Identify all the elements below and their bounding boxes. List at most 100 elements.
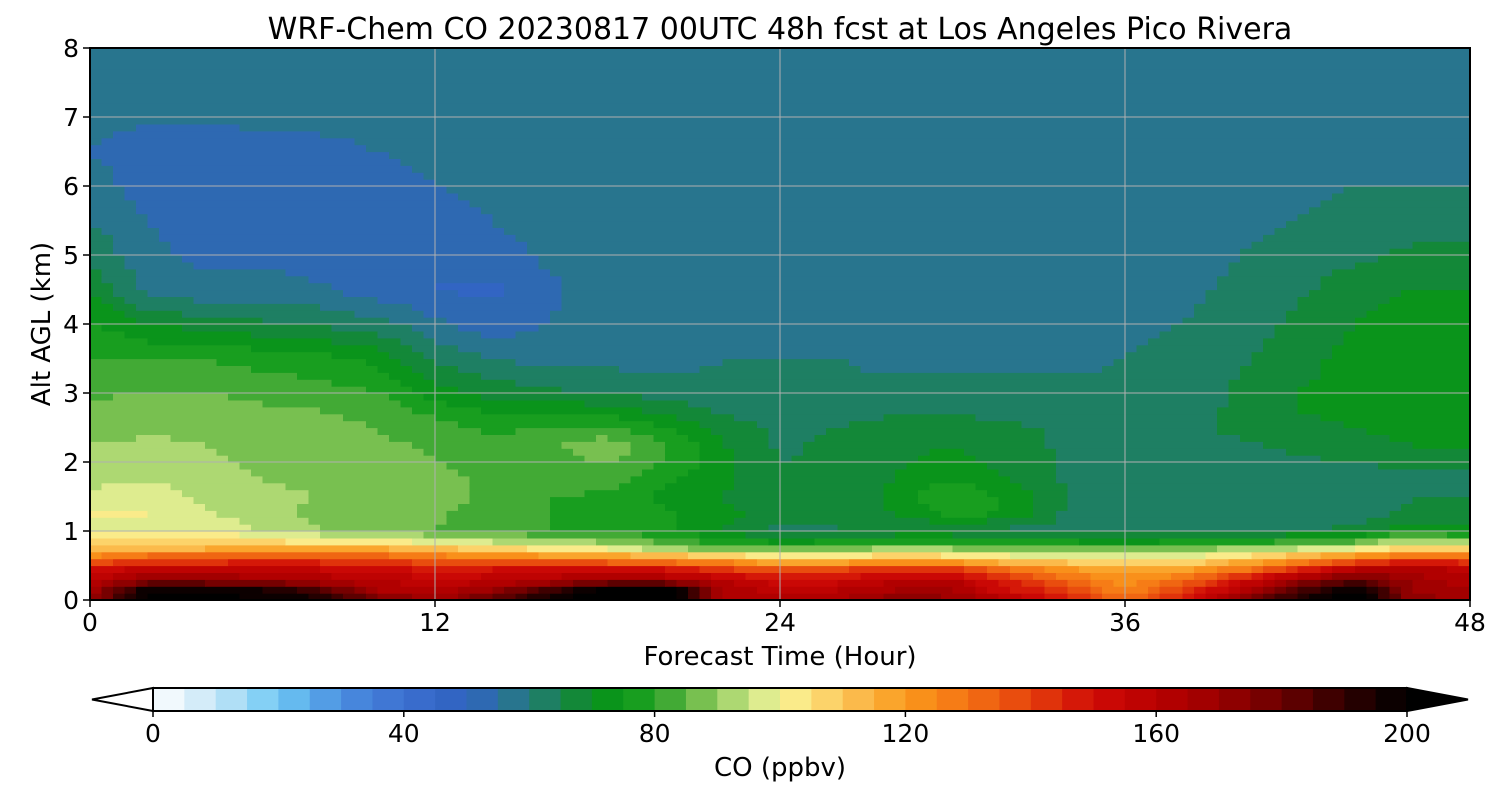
heatmap-cell	[331, 351, 390, 360]
heatmap-cell	[1320, 365, 1471, 373]
heatmap-cell	[918, 489, 988, 498]
heatmap-cell	[653, 462, 701, 470]
heatmap-cell	[1010, 551, 1207, 560]
heatmap-cell	[193, 496, 310, 504]
heatmap-cell	[929, 448, 965, 456]
heatmap-cell	[1033, 496, 1069, 504]
heatmap-cell	[883, 593, 942, 601]
heatmap-cell	[1251, 586, 1264, 594]
heatmap-cell	[1159, 586, 1184, 594]
heatmap-cell	[1240, 593, 1253, 601]
heatmap-cell	[1033, 572, 1057, 580]
heatmap-cell	[1320, 455, 1471, 463]
heatmap-cell	[1320, 275, 1471, 284]
heatmap-cell	[1332, 558, 1356, 567]
heatmap-cell	[1021, 482, 1069, 491]
colorbar-tick-label: 0	[145, 719, 161, 748]
heatmap-cell	[1263, 579, 1276, 587]
heatmap-cell	[1194, 572, 1218, 580]
heatmap-cell	[262, 317, 390, 325]
heatmap-cell	[389, 151, 1471, 159]
heatmap-cell	[90, 151, 390, 159]
heatmap-cell	[389, 434, 597, 442]
heatmap-cell	[1240, 586, 1253, 594]
heatmap-cell	[90, 565, 126, 573]
heatmap-cell	[538, 255, 1241, 263]
heatmap-cell	[147, 220, 494, 228]
heatmap-cell	[423, 448, 574, 456]
heatmap-cell	[1320, 358, 1471, 366]
heatmap-cell	[90, 358, 218, 366]
heatmap-cell	[734, 455, 781, 463]
heatmap-cell	[469, 496, 551, 504]
colorbar-segment	[1187, 688, 1220, 711]
heatmap-cell	[285, 537, 413, 546]
heatmap-cell	[90, 206, 137, 215]
heatmap-cell	[90, 427, 379, 435]
heatmap-cell	[1343, 186, 1471, 194]
heatmap-cell	[481, 393, 643, 401]
heatmap-cell	[1010, 524, 1333, 532]
heatmap-cell	[1286, 448, 1471, 456]
heatmap-cell	[136, 593, 149, 601]
heatmap-cell	[1343, 330, 1471, 339]
heatmap-cell	[1171, 324, 1276, 332]
heatmap-cell	[872, 544, 954, 553]
heatmap-cell	[676, 524, 724, 532]
heatmap-cell	[895, 586, 954, 594]
heatmap-cell	[1056, 475, 1471, 484]
colorbar-segment	[1281, 688, 1314, 711]
heatmap-cell	[711, 406, 1218, 415]
heatmap-cell	[90, 144, 367, 153]
heatmap-cell	[1320, 551, 1356, 560]
heatmap-cell	[895, 475, 1011, 484]
heatmap-cell	[584, 399, 689, 408]
heatmap-cell	[423, 531, 528, 539]
heatmap-cell	[1194, 310, 1287, 318]
heatmap-cell	[561, 572, 666, 580]
heatmap-cell	[90, 386, 367, 394]
heatmap-cell	[90, 462, 241, 470]
heatmap-cell	[1217, 282, 1322, 291]
heatmap-cell	[170, 241, 528, 249]
heatmap-cell	[400, 158, 1471, 166]
heatmap-cell	[699, 420, 758, 429]
heatmap-cell	[987, 517, 1057, 525]
colorbar-segment	[153, 688, 185, 711]
heatmap-cell	[193, 296, 379, 304]
y-tick-label: 5	[63, 241, 79, 270]
heatmap-cell	[1148, 593, 1161, 601]
heatmap-cell	[803, 448, 931, 456]
heatmap-cell	[136, 586, 264, 594]
heatmap-cell	[366, 386, 413, 394]
heatmap-cell	[550, 593, 574, 601]
heatmap-cell	[975, 579, 1000, 587]
heatmap-cell	[458, 344, 1138, 353]
heatmap-cell	[1412, 441, 1471, 449]
heatmap-cell	[423, 351, 482, 360]
heatmap-cell	[90, 324, 103, 332]
heatmap-cell	[147, 579, 206, 587]
heatmap-cell	[1056, 455, 1322, 463]
heatmap-cell	[1159, 579, 1184, 587]
heatmap-cell	[688, 468, 735, 477]
heatmap-cell	[423, 393, 482, 401]
colorbar-segment	[1030, 688, 1063, 711]
heatmap-cell	[780, 455, 793, 463]
heatmap-cell	[1044, 441, 1264, 449]
heatmap-cell	[1056, 448, 1287, 456]
heatmap-cell	[734, 448, 781, 456]
heatmap-cell	[435, 282, 505, 291]
heatmap-cell	[665, 565, 701, 573]
heatmap-cell	[619, 413, 678, 422]
heatmap-cell	[216, 448, 425, 456]
heatmap-cell	[849, 593, 885, 601]
heatmap-cell	[1297, 586, 1322, 594]
heatmap-cell	[964, 558, 1000, 567]
heatmap-cell	[734, 517, 931, 525]
heatmap-cell	[90, 489, 183, 498]
heatmap-cell	[734, 462, 908, 470]
heatmap-cell	[1286, 579, 1299, 587]
heatmap-cell	[124, 261, 195, 270]
